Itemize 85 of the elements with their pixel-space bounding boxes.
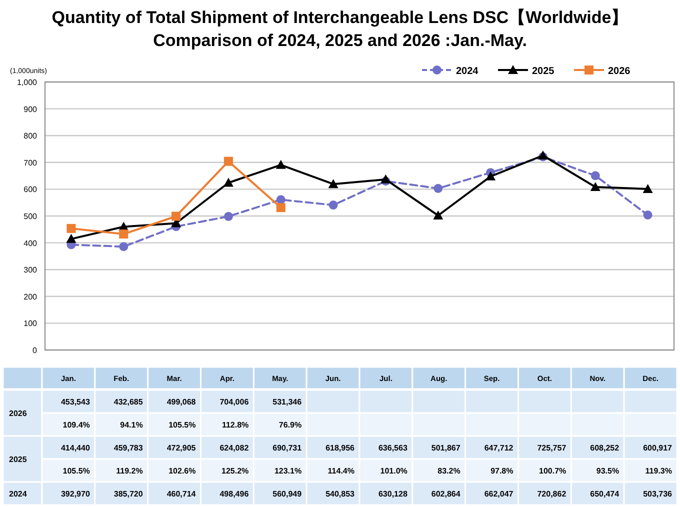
text: 459,783	[114, 444, 143, 452]
text: 2025	[9, 455, 27, 464]
text: 647,712	[484, 444, 514, 452]
point	[590, 171, 600, 180]
text: 105.5%	[62, 466, 90, 476]
y-tick-label: 200	[24, 292, 38, 302]
point	[224, 156, 233, 166]
text: 114.4%	[328, 466, 354, 476]
y-tick-label: 100	[24, 319, 38, 328]
text: 725,757	[537, 444, 566, 452]
text: 540,853	[326, 490, 354, 498]
point	[119, 230, 128, 239]
point	[276, 195, 286, 204]
text: 503,736	[643, 490, 672, 498]
point	[119, 242, 128, 252]
point	[434, 184, 443, 193]
text: 453,543	[60, 398, 90, 406]
text: 602,864	[431, 490, 460, 498]
text: 720,862	[537, 490, 566, 498]
text: 119.2%	[116, 466, 143, 476]
point	[223, 178, 234, 187]
legend-label: 2024	[456, 66, 479, 77]
text: 498,496	[220, 490, 249, 498]
y-tick-label: 300	[24, 266, 38, 275]
text: 112.8%	[222, 420, 249, 430]
text: 125.2%	[222, 466, 249, 476]
text: 101.0%	[380, 466, 408, 476]
text: 83.2%	[438, 466, 460, 476]
point	[276, 203, 286, 212]
text: 499,068	[166, 398, 196, 406]
text: 100.7%	[539, 466, 566, 476]
point	[590, 182, 600, 191]
point	[380, 174, 391, 184]
text: 94.1%	[120, 420, 143, 430]
point	[224, 212, 233, 221]
text: 608,252	[590, 444, 620, 452]
y-tick-label: 700	[24, 158, 38, 168]
text: 414,440	[60, 444, 90, 452]
text: 109.4%	[62, 420, 90, 430]
text: 600,917	[643, 444, 672, 452]
text: 76.9%	[278, 420, 302, 430]
text: 2026	[9, 409, 27, 418]
text: 105.5%	[168, 420, 196, 430]
point	[643, 210, 652, 220]
legend-label: 2026	[608, 66, 631, 77]
y-tick-label: 400	[24, 238, 38, 248]
point	[276, 160, 286, 169]
text: 690,731	[272, 444, 302, 452]
text: 472,905	[166, 444, 196, 452]
text: 432,685	[114, 398, 143, 406]
text: 531,346	[272, 398, 302, 406]
point	[642, 184, 653, 193]
text: 2024	[9, 490, 27, 498]
text: 123.1%	[274, 466, 302, 476]
point	[66, 224, 76, 233]
y-tick-label: 1,000	[16, 78, 38, 87]
point	[433, 210, 444, 220]
text: 704,006	[220, 398, 249, 406]
text: 560,949	[272, 490, 302, 498]
y-tick-label: 500	[24, 212, 38, 221]
point	[328, 200, 338, 210]
point	[328, 179, 338, 188]
point	[486, 171, 496, 180]
text: 636,563	[378, 444, 408, 452]
point	[66, 234, 76, 243]
text: 624,082	[220, 444, 249, 452]
chart-title: Quantity of Total Shipment of Interchangeable Lens DSC【Worldwide】 Comparison of 2024, 2025 and 2026 :Jan.-May.	[52, 8, 628, 50]
y-tick-label: 600	[24, 185, 38, 194]
y-tick-label: 900	[24, 104, 38, 114]
text: 618,956	[326, 444, 354, 452]
text: 630,128	[378, 490, 408, 498]
text: 662,047	[484, 490, 514, 498]
text: 102.6%	[168, 466, 196, 476]
text: 385,720	[114, 490, 143, 498]
y-tick-label: 0	[32, 346, 38, 355]
text: 93.5%	[596, 466, 620, 476]
text: 650,474	[590, 490, 620, 498]
text: 97.8%	[490, 466, 514, 476]
text: 392,970	[60, 490, 90, 498]
text: 501,867	[431, 444, 460, 452]
text: 460,714	[166, 490, 196, 498]
y-tick-label: 800	[24, 132, 38, 141]
point	[172, 212, 181, 221]
text: 119.3%	[645, 466, 672, 476]
legend-label: 2025	[532, 66, 555, 77]
